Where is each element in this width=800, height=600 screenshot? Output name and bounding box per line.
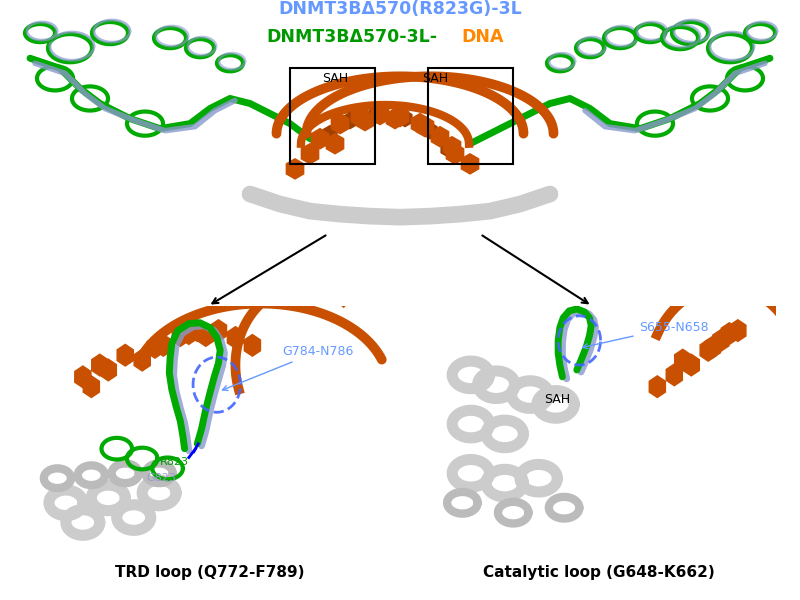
Polygon shape: [666, 364, 682, 386]
Polygon shape: [181, 323, 197, 344]
Polygon shape: [423, 122, 437, 139]
Text: SAH: SAH: [544, 393, 570, 406]
Bar: [428, 68, 513, 164]
Text: S655-N658: S655-N658: [582, 320, 708, 349]
Polygon shape: [446, 144, 464, 164]
Polygon shape: [411, 113, 429, 134]
Polygon shape: [704, 337, 721, 358]
Polygon shape: [190, 320, 206, 341]
Polygon shape: [117, 344, 134, 366]
Polygon shape: [722, 323, 738, 344]
Polygon shape: [286, 159, 304, 179]
Polygon shape: [323, 125, 337, 142]
Polygon shape: [441, 141, 455, 157]
Polygon shape: [331, 113, 349, 134]
Polygon shape: [398, 110, 412, 127]
Polygon shape: [683, 354, 699, 376]
Polygon shape: [147, 337, 163, 358]
Text: Catalytic loop (G648-K662): Catalytic loop (G648-K662): [482, 565, 714, 581]
Polygon shape: [326, 134, 344, 154]
Bar: [290, 68, 375, 164]
Polygon shape: [386, 109, 404, 128]
Polygon shape: [730, 320, 746, 341]
Polygon shape: [431, 127, 449, 147]
Text: G823: G823: [146, 473, 177, 483]
Polygon shape: [462, 154, 478, 174]
Polygon shape: [74, 366, 91, 388]
Polygon shape: [227, 326, 243, 349]
Polygon shape: [416, 116, 434, 137]
Polygon shape: [443, 137, 461, 157]
Polygon shape: [244, 335, 261, 356]
Text: SAH: SAH: [322, 72, 348, 85]
Polygon shape: [83, 376, 99, 398]
Polygon shape: [311, 128, 329, 149]
Polygon shape: [368, 107, 382, 124]
Polygon shape: [172, 325, 189, 346]
Polygon shape: [700, 340, 716, 361]
Text: G784-N786: G784-N786: [222, 345, 354, 391]
Polygon shape: [302, 144, 318, 164]
Polygon shape: [198, 325, 214, 346]
Text: SAH: SAH: [422, 72, 448, 85]
Polygon shape: [210, 320, 226, 341]
Polygon shape: [713, 329, 729, 351]
Text: DNA: DNA: [461, 28, 503, 46]
Polygon shape: [650, 376, 666, 398]
Text: DNMT3BΔ570-3L-: DNMT3BΔ570-3L-: [267, 28, 438, 46]
Text: TRD loop (Q772-F789): TRD loop (Q772-F789): [115, 565, 304, 581]
Polygon shape: [100, 359, 116, 381]
Text: DNMT3BΔ570(R823G)-3L: DNMT3BΔ570(R823G)-3L: [278, 0, 522, 18]
Polygon shape: [92, 354, 108, 376]
Polygon shape: [343, 113, 357, 128]
Polygon shape: [356, 110, 374, 131]
Polygon shape: [134, 349, 150, 371]
Polygon shape: [155, 335, 171, 356]
Polygon shape: [371, 104, 389, 125]
Polygon shape: [351, 107, 369, 127]
Text: R823: R823: [160, 457, 189, 467]
Polygon shape: [674, 349, 691, 371]
Polygon shape: [391, 107, 409, 127]
